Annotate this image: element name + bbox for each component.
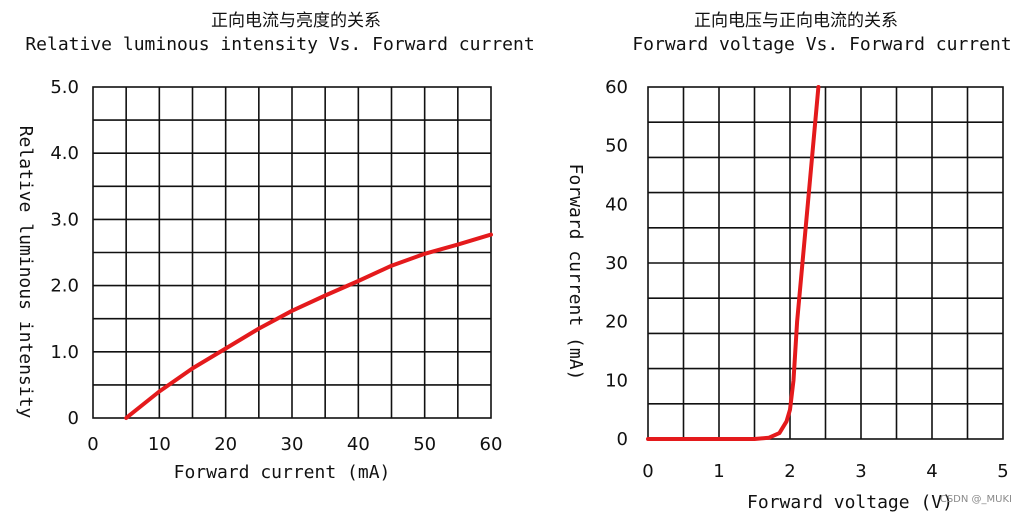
x-tick-label: 5 (997, 461, 1008, 482)
chart-left-y-ticks: 0 1.0 2.0 3.0 4.0 5.0 (50, 77, 79, 429)
y-tick-label: 0 (617, 429, 628, 450)
chart-right-x-axis-label: Forward voltage (V) (747, 492, 953, 513)
y-tick-label: 10 (605, 370, 628, 391)
x-tick-label: 0 (642, 461, 653, 482)
chart-left-title-cn: 正向电流与亮度的关系 (211, 11, 381, 31)
x-tick-label: 2 (784, 461, 795, 482)
x-tick-label: 40 (347, 434, 370, 455)
y-tick-label: 40 (605, 194, 628, 215)
y-tick-label: 3.0 (50, 209, 79, 230)
watermark: CSDN @_MUKI (940, 494, 1012, 505)
y-tick-label: 5.0 (50, 77, 79, 98)
x-tick-label: 1 (713, 461, 724, 482)
chart-left-y-axis-label: Relative luminous intensity (15, 126, 36, 419)
y-tick-label: 2.0 (50, 276, 79, 297)
chart-left-grid (92, 86, 492, 419)
chart-right-title: Forward voltage Vs. Forward current (632, 34, 1011, 55)
y-tick-label: 50 (605, 136, 628, 157)
chart-left-x-ticks: 0 10 20 30 40 50 60 (87, 434, 502, 455)
chart-right-grid (647, 86, 1004, 440)
x-tick-label: 50 (413, 434, 436, 455)
chart-right: 正向电压与正向电流的关系 Forward voltage Vs. Forward… (565, 11, 1012, 513)
x-tick-label: 3 (855, 461, 866, 482)
chart-left: 正向电流与亮度的关系 Relative luminous intensity V… (15, 11, 535, 483)
chart-right-y-ticks: 0 10 20 30 40 50 60 (605, 77, 628, 450)
x-tick-label: 10 (148, 434, 171, 455)
y-tick-label: 0 (68, 408, 79, 429)
chart-right-y-axis-label: Forward current (mA) (565, 164, 586, 381)
chart-left-series-line (124, 232, 493, 420)
chart-left-x-axis-label: Forward current (mA) (174, 462, 391, 483)
y-tick-label: 1.0 (50, 342, 79, 363)
y-tick-label: 60 (605, 77, 628, 98)
chart-right-x-ticks: 0 1 2 3 4 5 (642, 461, 1008, 482)
chart-left-title: Relative luminous intensity Vs. Forward … (25, 34, 534, 55)
x-tick-label: 0 (87, 434, 98, 455)
y-tick-label: 4.0 (50, 143, 79, 164)
chart-right-series-line (646, 85, 821, 441)
x-tick-label: 60 (480, 434, 503, 455)
x-tick-label: 4 (926, 461, 937, 482)
x-tick-label: 20 (214, 434, 237, 455)
x-tick-label: 30 (281, 434, 304, 455)
y-tick-label: 20 (605, 312, 628, 333)
chart-right-title-cn: 正向电压与正向电流的关系 (694, 11, 898, 31)
y-tick-label: 30 (605, 253, 628, 274)
